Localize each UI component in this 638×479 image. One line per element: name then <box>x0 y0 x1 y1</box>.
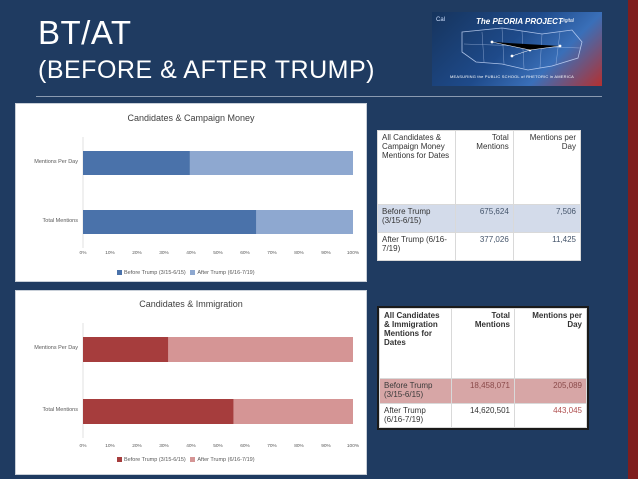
slide-title: BT/AT <box>38 14 132 51</box>
x-tick-label: 100% <box>347 443 360 449</box>
slide-subtitle: (BEFORE & AFTER TRUMP) <box>38 56 375 84</box>
x-tick-label: 60% <box>240 250 250 256</box>
edge-accent <box>628 0 638 479</box>
category-label-total-mentions: Total Mentions <box>42 407 78 413</box>
legend-label-before: Before Trump (3/15-6/15) <box>124 270 186 276</box>
chart-legend: Before Trump (3/15-6/15) After Trump (6/… <box>117 270 255 276</box>
table-header-per-day: Mentions per Day <box>514 308 587 379</box>
x-tick-label: 30% <box>159 443 169 449</box>
x-tick-label: 80% <box>294 443 304 449</box>
logo-subtitle: MEASURING the PUBLIC SCHOOL of RHETORIC … <box>450 74 575 79</box>
bar-before-mentions-per-day <box>83 151 190 175</box>
legend-label-after: After Trump (6/16-7/19) <box>197 457 255 463</box>
legend-swatch-before <box>117 457 122 463</box>
logo-title: The PEORIA PROJECT <box>476 17 563 26</box>
title-divider <box>36 96 602 97</box>
table-row-label: After Trump (6/16-7/19) <box>377 232 456 261</box>
chart-title: Candidates & Campaign Money <box>127 113 255 123</box>
legend-swatch-after <box>190 270 196 276</box>
bar-before-mentions-per-day <box>83 337 169 362</box>
x-tick-label: 40% <box>186 443 196 449</box>
x-tick-label: 10% <box>105 250 115 256</box>
x-tick-label: 0% <box>80 250 88 256</box>
table-row-label: Before Trump (3/15-6/15) <box>379 378 452 404</box>
table-header-total: Total Mentions <box>455 130 514 205</box>
x-tick-label: 50% <box>213 443 223 449</box>
x-tick-label: 100% <box>347 250 360 256</box>
table-row-label: After Trump (6/16-7/19) <box>379 402 452 428</box>
x-tick-label: 90% <box>321 443 331 449</box>
us-map-icon <box>461 27 583 71</box>
table-header-per-day: Mentions per Day <box>512 130 582 205</box>
bar-before-total-mentions <box>83 210 257 234</box>
legend-swatch-before <box>117 270 122 276</box>
peoria-project-logo: Cal The PEORIA PROJECT Digital MEASURING… <box>432 12 602 86</box>
logo-tag: Digital <box>560 18 574 24</box>
campaign-money-table: All Candidates & Campaign Money Mentions… <box>377 130 582 261</box>
bar-after-total-mentions <box>233 399 353 424</box>
category-label-total-mentions: Total Mentions <box>42 218 78 224</box>
table-cell-total: 18,458,071 <box>451 378 515 404</box>
x-tick-label: 40% <box>186 250 196 256</box>
bar-before-total-mentions <box>83 399 234 424</box>
campaign-money-chart: Candidates & Campaign Money Mentions Per… <box>15 103 367 282</box>
table-cell-per-day: 11,425 <box>512 232 582 261</box>
category-label-mentions-per-day: Mentions Per Day <box>34 345 78 351</box>
x-tick-label: 30% <box>159 250 169 256</box>
table-cell-per-day: 205,089 <box>514 378 587 404</box>
table-header-total: Total Mentions <box>451 308 515 379</box>
legend-label-after: After Trump (6/16-7/19) <box>197 270 255 276</box>
plot-area: 0% 10% 20% 30% 40% 50% 60% 70% 80% 90% 100% <box>80 323 360 449</box>
table-row-label: Before Trump (3/15-6/15) <box>377 204 456 233</box>
table-header-label: All Candidates & Campaign Money Mentions… <box>377 130 456 205</box>
x-tick-label: 80% <box>294 250 304 256</box>
legend-swatch-after <box>190 457 196 463</box>
table-cell-total: 377,026 <box>455 232 514 261</box>
legend-label-before: Before Trump (3/15-6/15) <box>124 457 186 463</box>
table-cell-total: 14,620,501 <box>451 402 515 428</box>
table-cell-total: 675,624 <box>455 204 514 233</box>
logo-badge: Cal <box>436 17 446 23</box>
bar-after-mentions-per-day <box>168 337 353 362</box>
x-tick-label: 70% <box>267 443 277 449</box>
bar-after-mentions-per-day <box>189 151 353 175</box>
table-header-label: All Candidates & Immigration Mentions fo… <box>379 308 452 379</box>
x-tick-label: 20% <box>132 443 142 449</box>
x-tick-label: 70% <box>267 250 277 256</box>
bar-after-total-mentions <box>256 210 353 234</box>
x-tick-label: 0% <box>80 443 88 449</box>
x-tick-label: 10% <box>105 443 115 449</box>
immigration-table: All Candidates & Immigration Mentions fo… <box>377 306 589 430</box>
x-tick-label: 20% <box>132 250 142 256</box>
x-tick-label: 90% <box>321 250 331 256</box>
plot-area: 0% 10% 20% 30% 40% 50% 60% 70% 80% 90% 100% <box>80 137 360 256</box>
chart-legend: Before Trump (3/15-6/15) After Trump (6/… <box>117 457 255 463</box>
chart-title: Candidates & Immigration <box>139 299 243 309</box>
x-tick-label: 60% <box>240 443 250 449</box>
category-label-mentions-per-day: Mentions Per Day <box>34 159 78 165</box>
x-tick-label: 50% <box>213 250 223 256</box>
table-cell-per-day: 7,506 <box>512 204 582 233</box>
table-cell-per-day: 443,045 <box>514 402 587 428</box>
immigration-chart: Candidates & Immigration Mentions Per Da… <box>15 290 367 475</box>
